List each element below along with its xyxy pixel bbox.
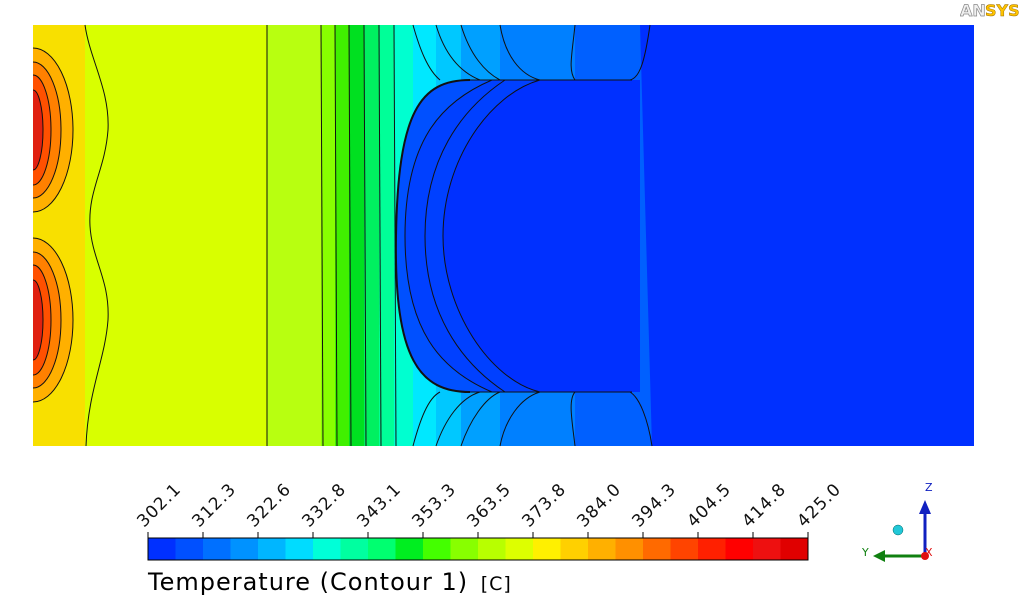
colorbar-segment xyxy=(148,538,176,560)
legend-tick-label: 373.8 xyxy=(518,479,570,531)
colorbar-segment xyxy=(643,538,671,560)
colorbar-segment xyxy=(258,538,286,560)
legend-title-text: Temperature (Contour 1) xyxy=(148,568,469,596)
colorbar-segment xyxy=(395,538,424,560)
colorbar-segment xyxy=(615,538,644,560)
ansys-logo: AN SYS xyxy=(960,1,1020,21)
colorbar-segment xyxy=(533,538,561,560)
legend-tick-label: 312.3 xyxy=(188,479,240,531)
colorbar-segment xyxy=(670,538,699,560)
legend-tick-label: 322.6 xyxy=(243,479,295,531)
legend-title: Temperature (Contour 1) [C] xyxy=(148,568,512,596)
colorbar-segment xyxy=(230,538,259,560)
legend-tick-label: 302.1 xyxy=(133,479,185,531)
legend-tick-label: 363.5 xyxy=(463,479,515,531)
svg-text:SYS: SYS xyxy=(985,1,1020,20)
colorbar-segment xyxy=(423,538,451,560)
svg-text:AN: AN xyxy=(960,1,986,20)
legend-tick-label: 425.0 xyxy=(793,479,845,531)
colorbar-segment xyxy=(505,538,534,560)
x-axis-label: X xyxy=(925,546,933,559)
legend-tick-labels: 302.1 312.3 322.6 332.8 343.1 353.3 363.5 373.8… xyxy=(133,479,845,531)
legend-tick-label: 394.3 xyxy=(628,479,680,531)
triad-origin-sphere-icon xyxy=(892,524,904,536)
legend-tick-label: 414.8 xyxy=(738,479,790,531)
colorbar-segment xyxy=(478,538,506,560)
legend-tick-label: 343.1 xyxy=(353,479,405,531)
x-axis-icon xyxy=(921,552,929,560)
colorbar-segment xyxy=(285,538,314,560)
axis-triad: Z Y X xyxy=(861,481,933,562)
colorbar-segment xyxy=(725,538,754,560)
legend-colorbar xyxy=(147,532,809,561)
legend-tick-label: 384.0 xyxy=(573,479,625,531)
colorbar-segment xyxy=(313,538,341,560)
colorbar-segment xyxy=(340,538,369,560)
colorbar-segment xyxy=(368,538,396,560)
legend-tick-label: 332.8 xyxy=(298,479,350,531)
z-axis-label: Z xyxy=(925,481,933,494)
colorbar-segment xyxy=(203,538,231,560)
y-axis-label: Y xyxy=(861,546,869,559)
legend-tick-label: 353.3 xyxy=(408,479,460,531)
legend-tick-label: 404.5 xyxy=(683,479,735,531)
colorbar-segment xyxy=(753,538,781,560)
colorbar-segment xyxy=(780,538,809,560)
colorbar-segment xyxy=(450,538,479,560)
colorbar-segment xyxy=(175,538,204,560)
legend-unit: [C] xyxy=(480,573,512,595)
colorbar-segment xyxy=(588,538,616,560)
colorbar-segment xyxy=(698,538,726,560)
colorbar-segment xyxy=(560,538,589,560)
